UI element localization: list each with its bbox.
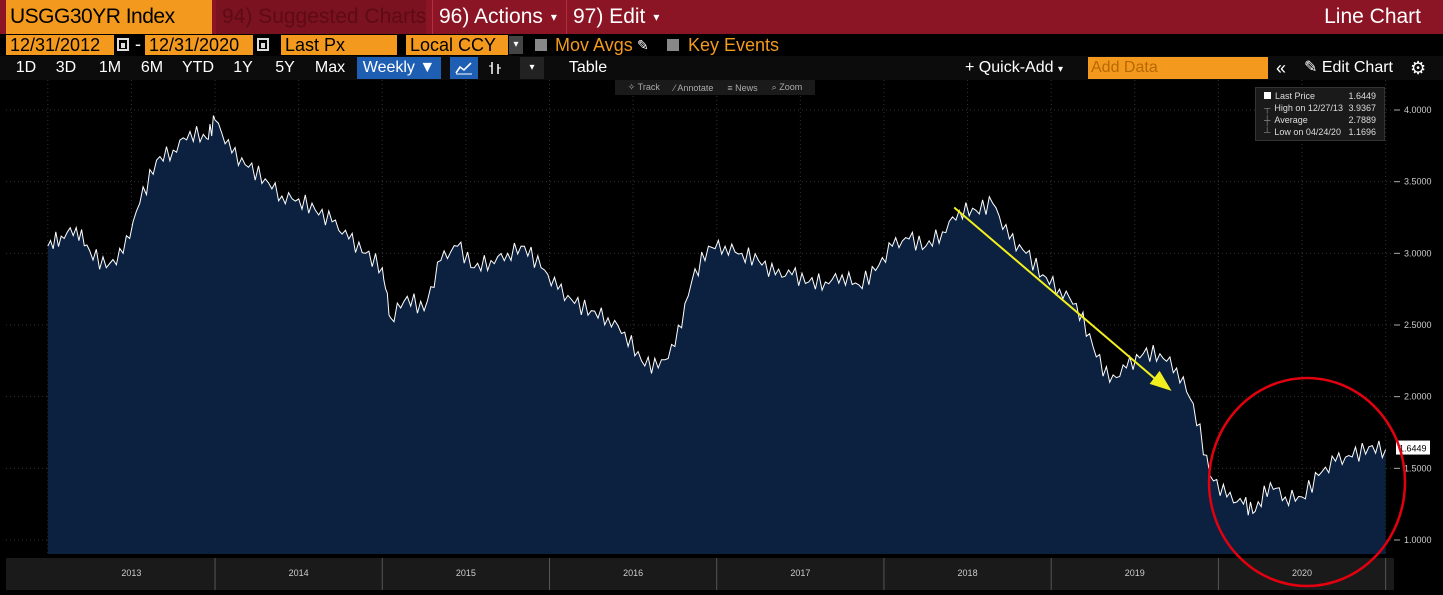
low-marker-icon: ┴ (1264, 127, 1271, 137)
x-tick-label: 2016 (623, 568, 643, 578)
trend-arrow-head (1149, 370, 1172, 391)
quick-add-button[interactable]: + Quick-Add ▾ (965, 56, 1063, 82)
last-price-tag-label: 1.6449 (1399, 444, 1427, 454)
y-tick-label: 2.0000 (1404, 392, 1432, 402)
chart-type-title: Line Chart (1324, 5, 1421, 28)
y-tick-label: 2.5000 (1404, 320, 1432, 330)
pencil-icon: ✎ (1304, 59, 1318, 76)
last-price-tag (1396, 440, 1430, 455)
y-tick-label: 1.5000 (1404, 463, 1432, 473)
legend-avg-value: 2.7889 (1348, 115, 1376, 125)
legend-high-label: High on 12/27/13 (1274, 103, 1343, 113)
track-label: Track (637, 82, 660, 92)
legend-last-value: 1.6449 (1348, 91, 1376, 101)
legend-low-value: 1.1696 (1348, 127, 1376, 137)
caret-down-icon: ▾ (550, 10, 557, 25)
legend-avg-row: ┼ Average 2.7889 (1264, 114, 1382, 126)
currency-selector[interactable]: Local CCY (406, 35, 508, 55)
key-events-checkbox[interactable] (667, 39, 679, 51)
range-1y-button[interactable]: 1Y (233, 59, 253, 76)
calendar-icon[interactable] (117, 38, 129, 51)
mov-avgs-label[interactable]: Mov Avgs (555, 35, 633, 55)
actions-label: 96) Actions (439, 5, 543, 28)
suggested-charts-menu[interactable]: 94) Suggested Charts (216, 0, 426, 34)
x-tick-label: 2013 (121, 568, 141, 578)
x-tick-label: 2015 (456, 568, 476, 578)
y-tick-label: 3.5000 (1404, 177, 1432, 187)
title-bar: USGG30YR Index 94) Suggested Charts 96) … (0, 0, 1443, 34)
annotate-tool[interactable]: ⁄ Annotate (673, 82, 714, 93)
start-date-field[interactable]: 12/31/2012 (6, 35, 114, 55)
range-max-button[interactable]: Max (314, 59, 346, 76)
edit-chart-label: Edit Chart (1321, 59, 1393, 76)
legend-high-value: 3.9367 (1348, 103, 1376, 113)
high-marker-icon: ┬ (1264, 103, 1271, 113)
price-area-fill (47, 115, 1386, 554)
range-1d-button[interactable]: 1D (15, 59, 37, 76)
range-1m-button[interactable]: 1M (98, 59, 122, 76)
x-tick-label: 2019 (1125, 568, 1145, 578)
news-label: News (735, 82, 758, 93)
legend-box[interactable]: Last Price 1.6449 ┬ High on 12/27/13 3.9367… (1255, 87, 1385, 141)
legend-low-row: ┴ Low on 04/24/20 1.1696 (1264, 126, 1382, 138)
actions-menu[interactable]: 96) Actions ▾ (432, 0, 564, 34)
range-ytd-button[interactable]: YTD (182, 59, 214, 76)
y-tick-label: 4.0000 (1404, 105, 1432, 115)
price-line (47, 115, 1387, 516)
caret-down-icon: ▾ (653, 10, 660, 25)
track-tool[interactable]: ✧ Track (627, 82, 660, 92)
annotate-label: Annotate (677, 82, 714, 93)
field-selector[interactable]: Last Px (281, 35, 397, 55)
end-date-field[interactable]: 12/31/2020 (145, 35, 253, 55)
quick-add-label: + Quick-Add (965, 59, 1054, 76)
frequency-dropdown[interactable]: Weekly ▼ (357, 57, 441, 79)
x-tick-label: 2014 (289, 568, 309, 578)
zoom-tool[interactable]: ⌕ Zoom (771, 82, 803, 92)
legend-swatch (1264, 92, 1271, 99)
zoom-label: Zoom (779, 82, 803, 92)
date-separator: - (135, 34, 141, 54)
table-button[interactable]: Table (568, 59, 608, 76)
bar-chart-icon[interactable] (482, 57, 508, 79)
caret-down-icon: ▾ (1057, 64, 1063, 75)
x-axis-band (6, 558, 1394, 590)
pencil-icon[interactable]: ✎ (637, 37, 649, 53)
gear-icon[interactable]: ⚙ (1410, 58, 1427, 78)
chart-tools-bar: ✧ Track ⁄ Annotate ≡ News ⌕ Zoom (615, 80, 815, 95)
range-6m-button[interactable]: 6M (140, 59, 164, 76)
legend-high-row: ┬ High on 12/27/13 3.9367 (1264, 102, 1382, 114)
range-3d-button[interactable]: 3D (55, 59, 77, 76)
legend-last-label: Last Price (1275, 91, 1316, 101)
toolbar: 1D 3D 1M 6M YTD 1Y 5Y Max Weekly ▼ ▾ Tab… (0, 56, 1443, 80)
options-row: 12/31/2012 - 12/31/2020 Last Px Local CC… (0, 34, 1443, 56)
trend-arrow (953, 206, 1159, 382)
range-5y-button[interactable]: 5Y (275, 59, 295, 76)
legend-last-row: Last Price 1.6449 (1264, 90, 1382, 102)
edit-chart-button[interactable]: ✎ Edit Chart (1304, 56, 1393, 80)
y-tick-label: 1.0000 (1404, 535, 1432, 545)
chevron-down-icon[interactable]: ▾ (509, 36, 523, 54)
price-chart[interactable]: 1.0000 1.5000 2.0000 2.5000 3.0000 3.5000 4.00… (0, 80, 1443, 595)
line-chart-icon[interactable] (450, 57, 478, 79)
x-tick-label: 2017 (790, 568, 810, 578)
add-data-input[interactable] (1088, 57, 1268, 79)
highlight-circle (1207, 376, 1407, 588)
legend-low-label: Low on 04/24/20 (1274, 127, 1341, 137)
average-marker-icon: ┼ (1264, 115, 1271, 125)
ticker-field[interactable]: USGG30YR Index (6, 0, 212, 34)
news-tool[interactable]: ≡ News (727, 82, 758, 93)
y-tick-label: 3.0000 (1404, 248, 1432, 258)
key-events-label[interactable]: Key Events (688, 35, 780, 55)
edit-menu[interactable]: 97) Edit ▾ (566, 0, 662, 34)
calendar-icon[interactable] (257, 38, 269, 51)
x-tick-label: 2018 (958, 568, 978, 578)
mov-avgs-checkbox[interactable] (535, 39, 547, 51)
chevron-down-icon[interactable]: ▾ (520, 57, 544, 79)
x-tick-label: 2020 (1292, 568, 1312, 578)
legend-avg-label: Average (1274, 115, 1308, 125)
collapse-icon[interactable]: « (1276, 58, 1287, 78)
edit-label: 97) Edit (573, 5, 646, 28)
